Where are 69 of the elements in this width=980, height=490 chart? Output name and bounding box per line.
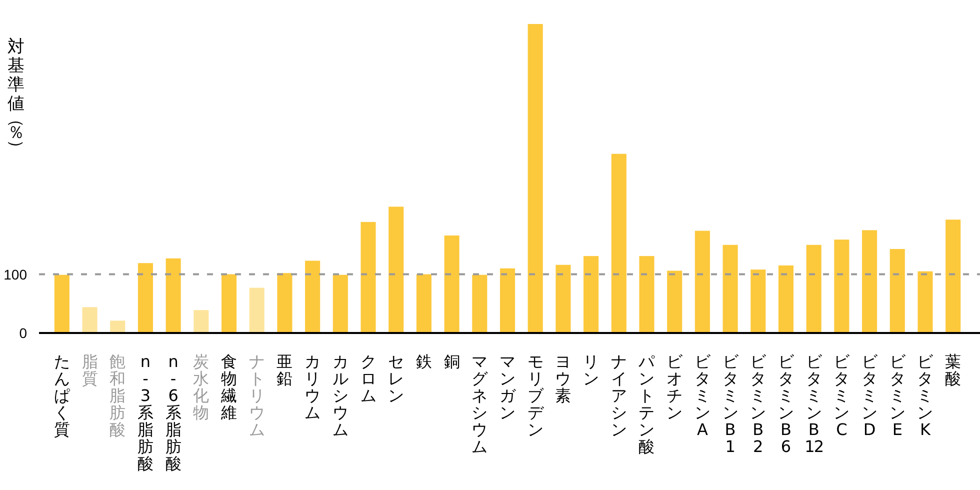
bar	[694, 230, 710, 333]
x-tick-label: n-6系脂肪酸	[165, 352, 182, 473]
x-tick-label: ビタミンB2	[750, 352, 766, 456]
x-tick-label: 食物繊維	[221, 352, 237, 422]
x-tick-label: マンガン	[500, 352, 516, 422]
x-tick-label: 鉄	[416, 352, 432, 371]
x-tick-label: ビタミンE	[889, 352, 906, 439]
x-tick-label: たんぱく質	[54, 352, 70, 439]
x-tick-label: 銅	[444, 352, 460, 371]
bar	[54, 274, 70, 333]
y-tick-label: 0	[19, 325, 28, 341]
bar	[946, 220, 961, 333]
x-tick-label: ビタミンB1	[722, 352, 738, 456]
x-tick-label: 脂質	[82, 352, 98, 388]
bar	[750, 270, 766, 333]
bar	[834, 240, 850, 333]
bar	[778, 265, 794, 333]
x-tick-label: パントテン酸	[638, 352, 655, 456]
x-tick-label: リン	[583, 352, 600, 388]
bar	[360, 222, 376, 333]
x-tick-label: ビタミンK	[917, 352, 934, 439]
x-tick-label: n-3系脂肪酸	[137, 352, 154, 473]
bar	[862, 230, 878, 333]
y-tick-label: 100	[4, 266, 28, 282]
bar	[639, 256, 654, 333]
bar	[416, 274, 432, 333]
y-axis-title: 対基準値（％）	[6, 37, 26, 156]
bar	[305, 260, 320, 333]
x-tick-label: カルシウム	[332, 352, 348, 439]
bar	[806, 244, 822, 333]
bar	[277, 273, 292, 333]
x-tick-label: 亜鉛	[276, 352, 293, 388]
x-tick-label: ナイアシン	[610, 352, 627, 439]
bar	[166, 258, 181, 333]
bar	[918, 271, 933, 333]
bar	[194, 310, 209, 333]
bar	[611, 154, 626, 333]
bar	[500, 268, 516, 333]
x-tick-label: ビオチン	[666, 352, 683, 422]
x-tick-label: ビタミンC	[834, 352, 850, 439]
x-tick-label: 炭水化物	[193, 352, 210, 422]
bar	[388, 206, 404, 333]
x-tick-label: ビタミンB12	[804, 352, 824, 456]
x-tick-label: ビタミンD	[862, 352, 878, 439]
x-tick-label: ビタミンA	[694, 352, 710, 439]
bar	[472, 274, 488, 333]
bar	[722, 244, 738, 333]
x-tick-label: クロム	[360, 352, 376, 405]
bar	[444, 235, 460, 333]
bar	[890, 248, 905, 333]
x-tick-label: モリブデン	[527, 352, 544, 439]
bar	[667, 270, 682, 333]
bar	[110, 320, 126, 333]
bar	[138, 263, 153, 333]
x-tick-label: 飽和脂肪酸	[110, 352, 126, 439]
bar	[332, 274, 348, 333]
bar	[528, 24, 543, 333]
bar	[556, 264, 571, 333]
bar	[584, 256, 599, 333]
x-tick-label: マグネシウム	[472, 352, 488, 456]
x-tick-label: セレン	[388, 352, 404, 405]
bar	[82, 307, 98, 333]
x-tick-label: ビタミンB6	[778, 352, 794, 456]
x-tick-label: カリウム	[304, 352, 321, 422]
x-tick-label: ナトリウム	[248, 352, 265, 439]
bar	[249, 288, 264, 333]
x-tick-label: ヨウ素	[555, 352, 572, 405]
bar	[221, 274, 237, 333]
x-tick-label: 葉酸	[945, 352, 962, 388]
